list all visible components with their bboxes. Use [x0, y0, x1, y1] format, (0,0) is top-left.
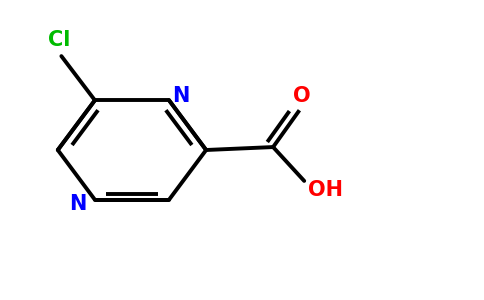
Text: Cl: Cl: [48, 30, 70, 50]
Text: N: N: [172, 86, 190, 106]
Text: OH: OH: [308, 180, 343, 200]
Text: N: N: [69, 194, 87, 214]
Text: O: O: [293, 86, 311, 106]
